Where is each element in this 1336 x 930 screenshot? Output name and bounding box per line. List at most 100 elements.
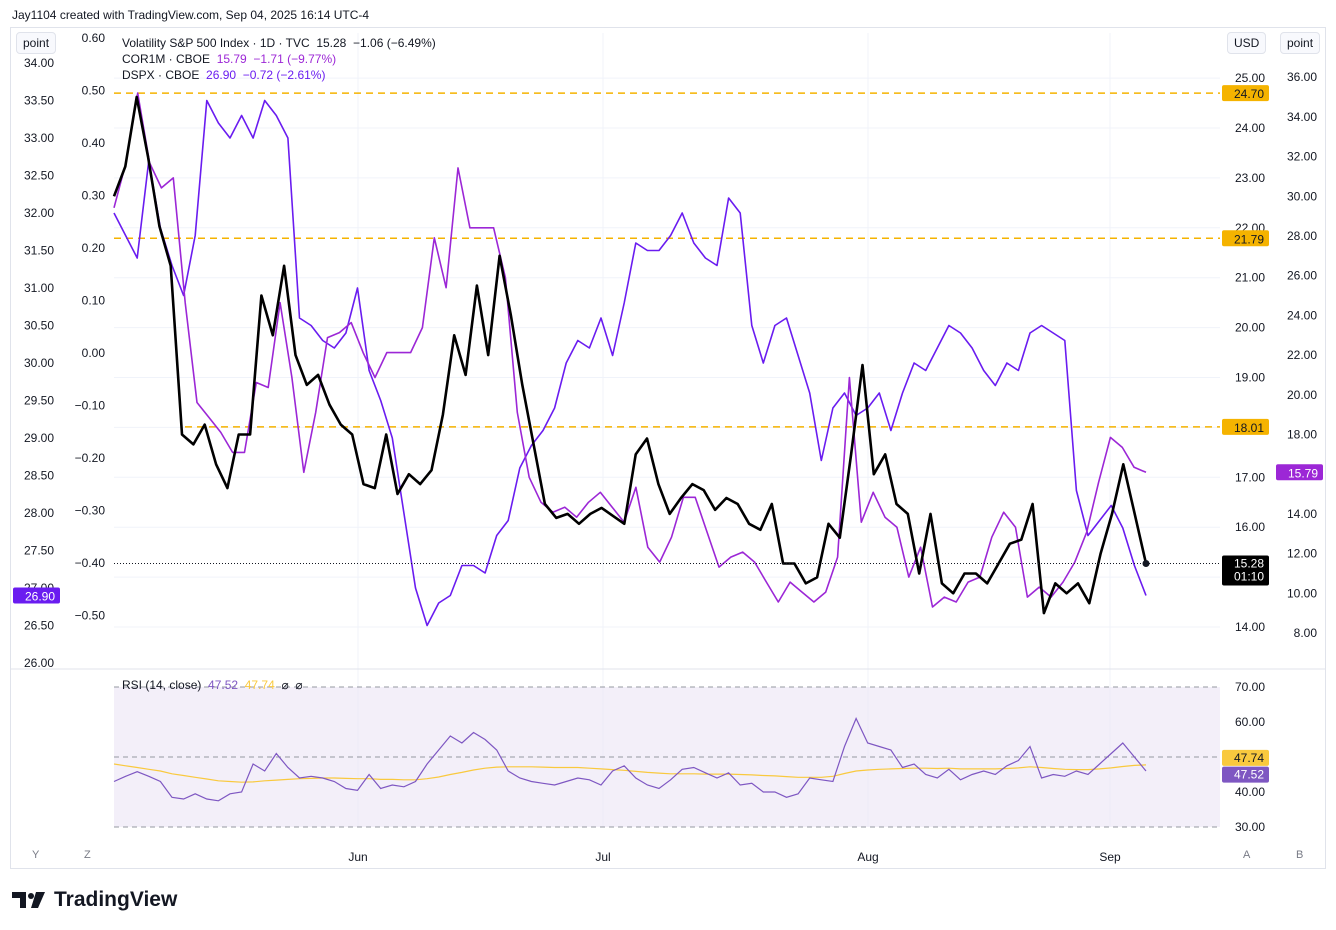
usd-tick: 19.00: [1235, 371, 1265, 385]
rsi-legend-ma: 47.74: [244, 678, 275, 692]
usd-tick: 16.00: [1235, 520, 1265, 534]
main-legend: Volatility S&P 500 Index · 1D · TVC 15.2…: [122, 35, 436, 83]
left-tick: −0.10: [75, 399, 106, 413]
rsi-tick: 40.00: [1235, 785, 1265, 799]
x-tick-label: Sep: [1099, 850, 1121, 864]
far-left-tick: 28.50: [24, 469, 54, 483]
level-label: 21.79: [1234, 232, 1264, 246]
left-tick: 0.20: [82, 241, 106, 255]
tradingview-logo[interactable]: TradingView: [12, 888, 177, 912]
far-left-tick: 28.00: [24, 506, 54, 520]
far-left-tick: 31.00: [24, 281, 54, 295]
rsi-tick: 70.00: [1235, 680, 1265, 694]
far-left-tick: 29.50: [24, 394, 54, 408]
far-left-tick: 30.00: [24, 356, 54, 370]
rsi-legend[interactable]: RSI (14, close) 47.52 47.74 ⌀ ⌀: [122, 678, 303, 692]
legend-vix-change: −1.06 (−6.49%): [353, 36, 436, 50]
vix-last-dot: [1142, 560, 1150, 568]
far-right-tick: 28.00: [1287, 229, 1317, 243]
dspx-line: [113, 99, 1147, 627]
vix-countdown-label: 01:10: [1234, 570, 1264, 584]
rsi-legend-s1: ⌀: [281, 678, 289, 692]
left-tick: 0.10: [82, 294, 106, 308]
usd-tick: 21.00: [1235, 271, 1265, 285]
far-right-tick: 30.00: [1287, 189, 1317, 203]
rsi-line: [113, 717, 1147, 802]
level-label-bg: [1222, 418, 1269, 435]
left-tick: 0.30: [82, 189, 106, 203]
left-scale-button[interactable]: point: [16, 32, 57, 54]
far-right-tick: 22.00: [1287, 348, 1317, 362]
usd-tick: 14.00: [1235, 620, 1265, 634]
far-left-tick: 29.00: [24, 431, 54, 445]
dspx-price-label-bg: [13, 587, 60, 604]
x-tick-label: Aug: [857, 850, 878, 864]
far-left-tick: 32.50: [24, 169, 54, 183]
level-label-bg: [1222, 230, 1269, 247]
legend-vix[interactable]: Volatility S&P 500 Index · 1D · TVC 15.2…: [122, 35, 436, 51]
rsi-legend-s2: ⌀: [295, 678, 303, 692]
rsi-value-label-bg: [1222, 766, 1269, 783]
far-left-tick: 33.00: [24, 131, 54, 145]
currency-button[interactable]: USD: [1227, 32, 1267, 54]
far-right-tick: 8.00: [1294, 626, 1318, 640]
x-tick-label: Jul: [595, 850, 610, 864]
left-tick: −0.50: [75, 609, 106, 623]
far-right-tick: 36.00: [1287, 70, 1317, 84]
far-left-tick: 31.50: [24, 244, 54, 258]
chart-frame: [10, 27, 1326, 869]
usd-tick: 23.00: [1235, 171, 1265, 185]
rsi-tick: 30.00: [1235, 820, 1265, 834]
credit-line: Jay1104 created with TradingView.com, Se…: [12, 8, 370, 22]
rsi-ma-label: 47.74: [1234, 751, 1264, 765]
legend-vix-value: 15.28: [316, 36, 347, 50]
cor1m-price-label: 15.79: [1288, 466, 1318, 480]
scale-z-button[interactable]: Z: [84, 849, 91, 861]
far-left-tick: 32.00: [24, 206, 54, 220]
usd-tick: 24.00: [1235, 121, 1265, 135]
vix-line: [112, 95, 1148, 615]
dspx-price-label: 26.90: [25, 590, 55, 604]
rsi-ma-line: [113, 763, 1147, 783]
left-tick: −0.30: [75, 504, 106, 518]
far-left-tick: 26.50: [24, 619, 54, 633]
cor1m-line: [113, 92, 1147, 608]
legend-dspx-value: 26.90: [206, 68, 237, 82]
rsi-legend-name: RSI (14, close): [122, 678, 202, 692]
far-right-tick: 34.00: [1287, 110, 1317, 124]
scale-a-button[interactable]: A: [1243, 849, 1251, 861]
level-label-bg: [1222, 85, 1269, 102]
vix-price-label-bg: [1222, 555, 1269, 586]
right-scale-button[interactable]: point: [1280, 32, 1321, 54]
usd-tick: 20.00: [1235, 321, 1265, 335]
legend-cor1m-name: COR1M · CBOE: [122, 52, 211, 66]
cor1m-price-label-bg: [1276, 464, 1323, 481]
left-tick: 0.40: [82, 136, 106, 150]
far-left-tick: 30.50: [24, 319, 54, 333]
rsi-ma-label-bg: [1222, 749, 1269, 766]
legend-dspx-name: DSPX · CBOE: [122, 68, 200, 82]
far-left-tick: 26.00: [24, 656, 54, 670]
far-right-tick: 14.00: [1287, 507, 1317, 521]
rsi-value-label: 47.52: [1234, 768, 1264, 782]
scale-y-button[interactable]: Y: [32, 849, 40, 861]
usd-tick: 17.00: [1235, 470, 1265, 484]
rsi-tick: 60.00: [1235, 715, 1265, 729]
far-right-tick: 18.00: [1287, 428, 1317, 442]
legend-dspx[interactable]: DSPX · CBOE 26.90 −0.72 (−2.61%): [122, 67, 436, 83]
level-label: 24.70: [1234, 87, 1264, 101]
left-tick: 0.00: [82, 346, 106, 360]
left-tick: −0.40: [75, 556, 106, 570]
far-right-tick: 12.00: [1287, 547, 1317, 561]
x-tick-label: Jun: [348, 850, 367, 864]
scale-b-button[interactable]: B: [1296, 849, 1304, 861]
far-right-tick: 20.00: [1287, 388, 1317, 402]
far-right-tick: 24.00: [1287, 308, 1317, 322]
rsi-legend-value: 47.52: [208, 678, 239, 692]
far-right-tick: 26.00: [1287, 269, 1317, 283]
legend-cor1m[interactable]: COR1M · CBOE 15.79 −1.71 (−9.77%): [122, 51, 436, 67]
tradingview-logo-text: TradingView: [54, 888, 178, 911]
far-right-tick: 32.00: [1287, 150, 1317, 164]
far-left-tick: 33.50: [24, 94, 54, 108]
